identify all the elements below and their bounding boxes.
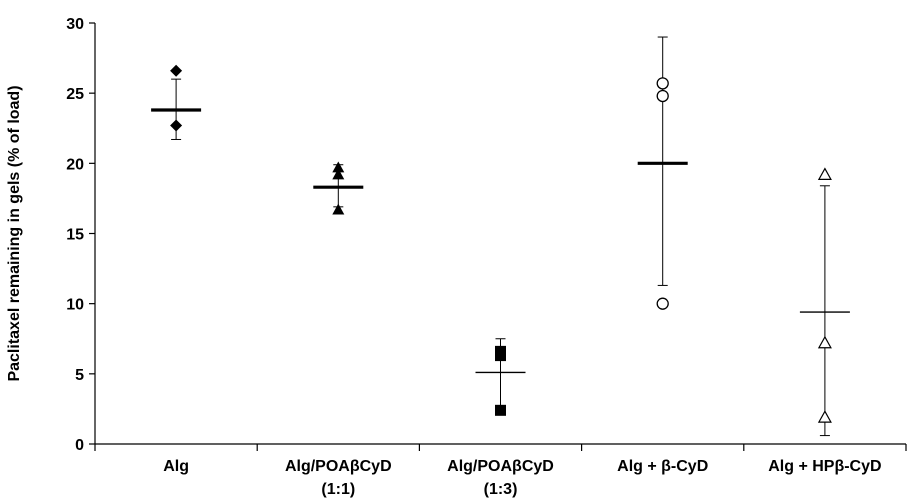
x-category-sublabel: (1:1) <box>321 481 355 498</box>
x-category-label: Alg + HPβ-CyD <box>768 458 881 475</box>
data-point-square <box>495 404 506 416</box>
y-tick-label: 0 <box>75 437 84 454</box>
series-group <box>637 36 688 310</box>
data-point-diamond <box>170 64 183 77</box>
x-category-label: Alg/POAβCyD <box>447 458 554 475</box>
y-axis-title: Paclitaxel remaining in gels (% of load) <box>6 85 23 381</box>
y-tick-label: 10 <box>66 297 84 314</box>
x-category-label: Alg/POAβCyD <box>285 458 392 475</box>
series-group <box>799 167 850 437</box>
y-tick-label: 20 <box>66 156 84 173</box>
y-tick-label: 5 <box>75 367 84 384</box>
data-point-open-triangle <box>817 410 832 423</box>
y-tick-label: 25 <box>66 86 84 103</box>
data-point-square <box>495 350 506 362</box>
series-group <box>151 64 202 140</box>
x-category-label: Alg <box>163 458 189 475</box>
data-marks <box>151 36 850 437</box>
y-tick-label: 15 <box>66 227 84 244</box>
data-point-triangle <box>332 168 345 180</box>
y-tick-label: 30 <box>66 16 84 33</box>
data-point-open-triangle <box>817 167 832 180</box>
data-point-circle <box>656 89 669 103</box>
x-categories: Alg Alg/POAβCyD (1:1) Alg/POAβCyD (1:3) Alg +… <box>94 444 907 498</box>
data-point-open-triangle <box>817 335 832 349</box>
data-point-triangle <box>332 161 345 173</box>
series-group <box>313 161 364 215</box>
x-category-label: Alg + β-CyD <box>617 458 708 475</box>
data-point-circle <box>656 297 669 310</box>
data-point-diamond <box>170 119 183 132</box>
x-category-sublabel: (1:3) <box>484 481 518 498</box>
data-point-triangle <box>332 203 345 215</box>
series-group <box>475 338 526 416</box>
data-point-circle <box>656 77 669 90</box>
y-ticks: 0 5 10 15 20 25 30 <box>66 16 95 454</box>
